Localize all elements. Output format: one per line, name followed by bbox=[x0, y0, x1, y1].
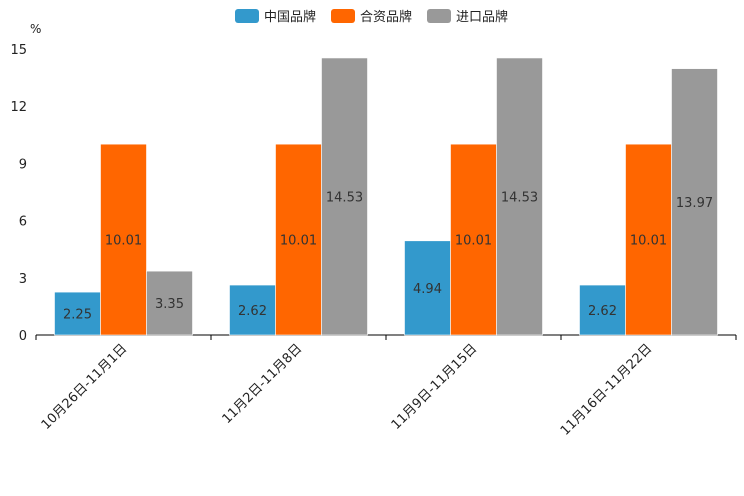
y-tick-label: 6 bbox=[19, 215, 27, 230]
legend-swatch bbox=[235, 9, 259, 23]
bar bbox=[100, 143, 147, 336]
x-tick-label: 11月2日-11月8日 bbox=[220, 341, 306, 427]
legend-swatch bbox=[331, 9, 355, 23]
legend: 中国品牌 合资品牌 进口品牌 bbox=[235, 9, 508, 25]
bar bbox=[229, 284, 276, 336]
y-tick-label: 12 bbox=[10, 100, 27, 115]
y-axis-unit: % bbox=[30, 22, 41, 36]
data-label: 2.62 bbox=[588, 304, 617, 319]
bar bbox=[54, 291, 101, 336]
legend-swatch bbox=[427, 9, 451, 23]
y-tick-label: 0 bbox=[19, 329, 27, 344]
x-tick-label: 10月26日-11月1日 bbox=[39, 341, 131, 433]
bar bbox=[275, 143, 322, 336]
bar bbox=[625, 143, 672, 336]
bars bbox=[54, 57, 718, 336]
x-tick-label: 11月16日-11月22日 bbox=[558, 341, 655, 438]
data-label: 14.53 bbox=[501, 190, 538, 205]
bar bbox=[579, 284, 626, 336]
data-label: 14.53 bbox=[326, 190, 363, 205]
bar bbox=[496, 57, 543, 336]
data-label: 2.25 bbox=[63, 308, 92, 323]
bar bbox=[404, 240, 451, 336]
data-label: 10.01 bbox=[630, 234, 667, 249]
bar bbox=[146, 270, 193, 336]
data-label: 10.01 bbox=[455, 234, 492, 249]
data-label: 4.94 bbox=[413, 282, 442, 297]
data-label: 3.35 bbox=[155, 297, 184, 312]
bar bbox=[450, 143, 497, 336]
x-tick-label: 11月9日-11月15日 bbox=[389, 341, 481, 433]
bar bbox=[671, 68, 718, 336]
data-label: 10.01 bbox=[105, 234, 142, 249]
y-tick-label: 15 bbox=[10, 43, 27, 58]
legend-label: 进口品牌 bbox=[456, 9, 508, 25]
data-label: 2.62 bbox=[238, 304, 267, 319]
y-tick-label: 3 bbox=[19, 272, 27, 287]
legend-label: 中国品牌 bbox=[264, 9, 316, 25]
data-label: 10.01 bbox=[280, 234, 317, 249]
data-label: 13.97 bbox=[676, 196, 713, 211]
data-labels: 2.25 10.01 3.35 2.62 10.01 14.53 4.94 10.01 14.5… bbox=[63, 190, 713, 322]
bar bbox=[321, 57, 368, 336]
y-tick-label: 9 bbox=[19, 157, 27, 172]
legend-label: 合资品牌 bbox=[360, 9, 412, 25]
